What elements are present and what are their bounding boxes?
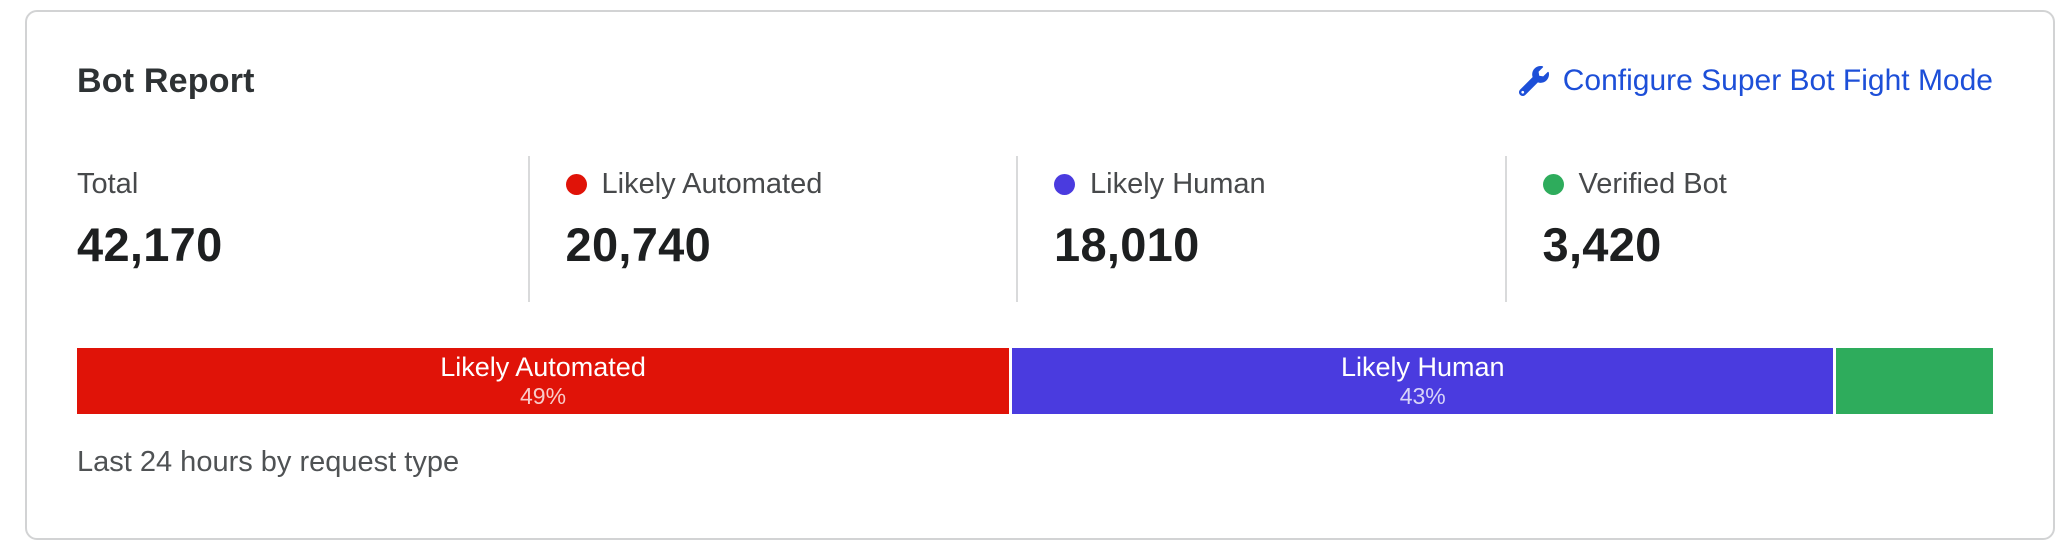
stat-likely-human-label: Likely Human <box>1090 168 1266 200</box>
configure-link-label: Configure Super Bot Fight Mode <box>1562 64 1993 97</box>
chart-caption: Last 24 hours by request type <box>77 446 460 478</box>
segment-likely-automated-label: Likely Automated <box>440 352 646 383</box>
likely-human-dot-icon <box>1054 174 1075 195</box>
stat-total-value: 42,170 <box>77 218 223 271</box>
wrench-icon <box>1518 66 1549 96</box>
segment-likely-human: Likely Human 43% <box>1012 348 1834 414</box>
configure-super-bot-fight-mode-link[interactable]: Configure Super Bot Fight Mode <box>1518 64 1993 98</box>
stat-divider <box>1504 156 1507 302</box>
stat-likely-automated-value: 20,740 <box>565 218 712 271</box>
segment-likely-automated-percent: 49% <box>520 383 567 410</box>
stats-row: Total 42,170 Likely Automated 20,740 Lik… <box>77 156 1993 302</box>
stat-divider <box>1016 156 1018 302</box>
stat-likely-automated-label: Likely Automated <box>601 168 823 200</box>
stat-verified-bot: Verified Bot 3,420 <box>1507 156 1994 302</box>
segment-likely-automated: Likely Automated 49% <box>77 348 1010 414</box>
stat-total: Total 42,170 <box>77 156 528 302</box>
stat-verified-bot-label: Verified Bot <box>1578 168 1727 200</box>
stat-likely-human-value: 18,010 <box>1054 218 1200 271</box>
request-distribution-bar: Likely Automated 49% Likely Human 43% <box>77 348 1993 414</box>
verified-bot-dot-icon <box>1542 174 1564 195</box>
card-title: Bot Report <box>77 61 255 100</box>
segment-verified-bot <box>1836 348 1993 414</box>
segment-likely-human-label: Likely Human <box>1340 352 1505 383</box>
likely-automated-dot-icon <box>565 174 587 195</box>
stat-verified-bot-value: 3,420 <box>1542 218 1662 271</box>
segment-likely-human-percent: 43% <box>1399 383 1446 410</box>
stat-total-label: Total <box>77 168 139 200</box>
stat-likely-human: Likely Human 18,010 <box>1018 156 1505 302</box>
bot-report-card: Bot Report Configure Super Bot Fight Mod… <box>25 10 2055 540</box>
stat-divider <box>527 156 530 302</box>
stat-likely-automated: Likely Automated 20,740 <box>530 156 1017 302</box>
card-header: Bot Report Configure Super Bot Fight Mod… <box>77 60 1993 102</box>
